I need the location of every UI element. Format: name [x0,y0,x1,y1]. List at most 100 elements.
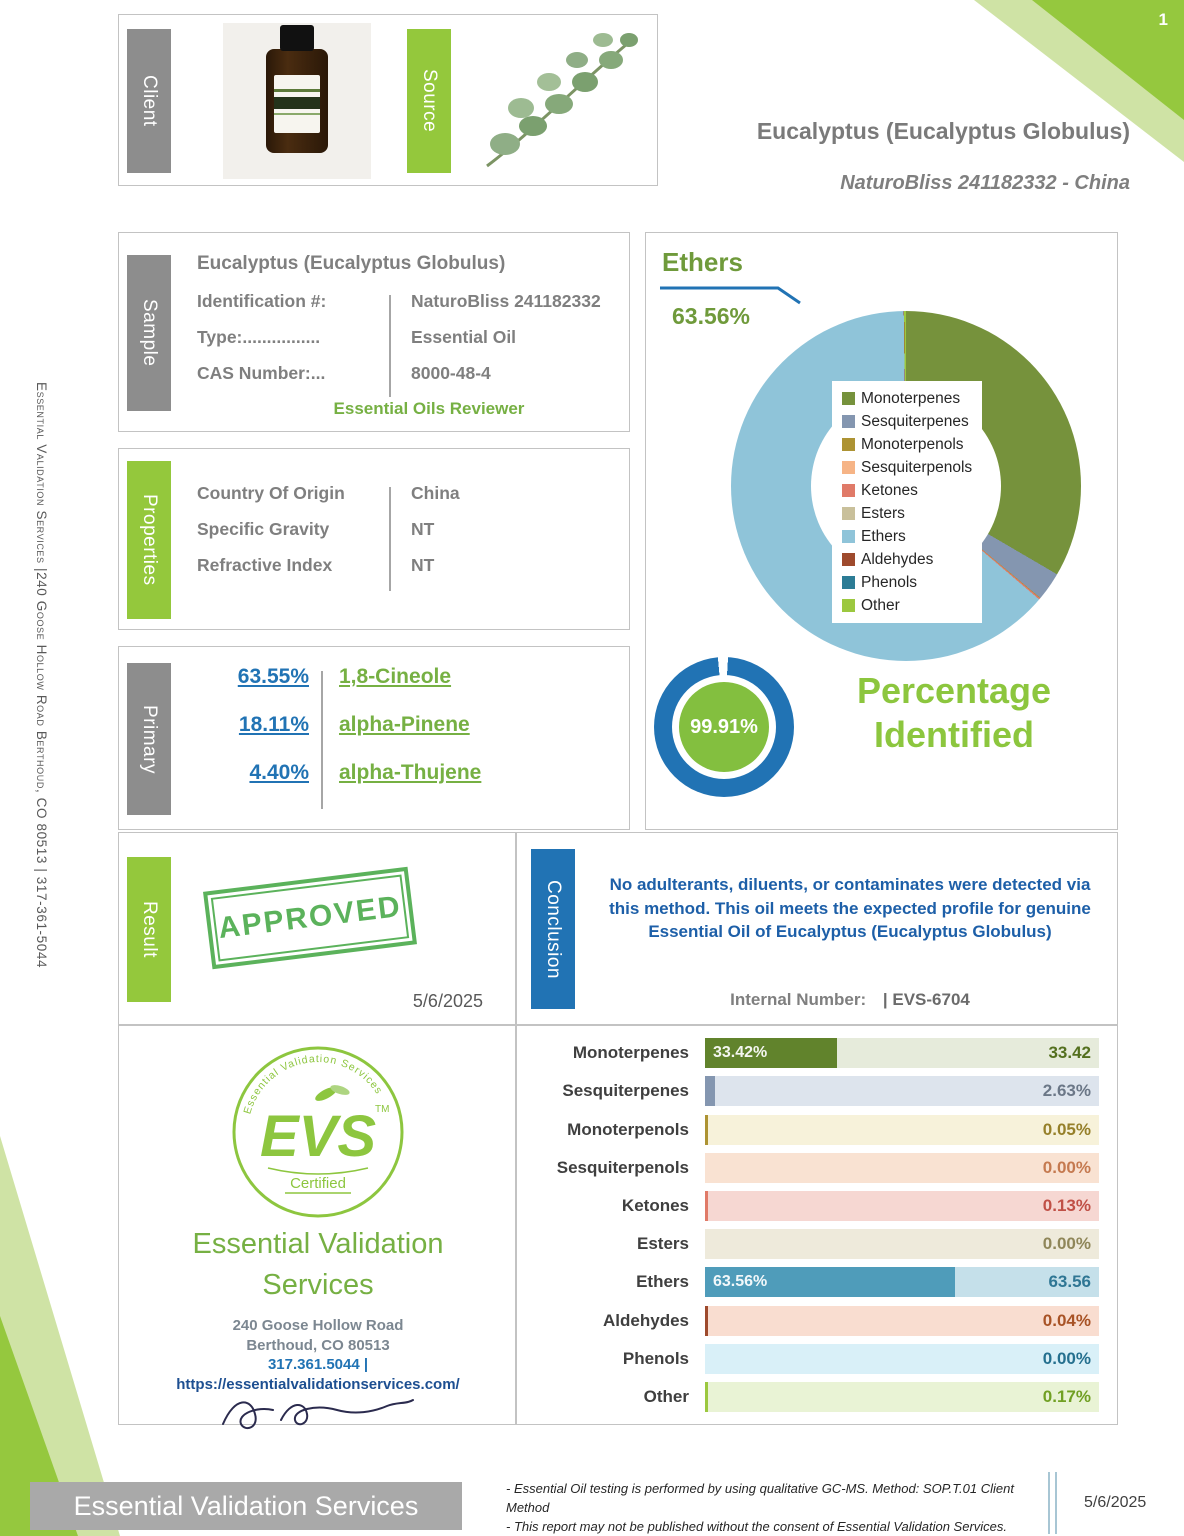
composition-bar-table: Monoterpenes 33.42% 33.42 Sesquiterpenes… [521,1034,1109,1416]
field-key: Specific Gravity [197,519,330,539]
bar-category: Monoterpenes [572,1043,689,1063]
constituent-percent: 18.11% [238,713,309,736]
bar-row: Monoterpenols 0.05% [521,1110,1109,1148]
bar-track: 0.05% [705,1114,1099,1145]
bar-track: 0.17% [705,1381,1099,1412]
internal-number-label: Internal Number: [730,990,867,1009]
constituent-name: alpha-Pinene [339,713,470,736]
sample-row: Type:................ Essential Oil [197,327,601,363]
primary-row: 63.55% 1,8-Cineole [179,665,481,713]
legend-label: Aldehydes [861,550,934,568]
bar-category: Ketones [621,1195,689,1215]
bar-track: 0.00% [705,1152,1099,1183]
bar-row: Phenols 0.00% [521,1340,1109,1378]
legend-swatch [842,507,855,520]
bar-row: Esters 0.00% [521,1225,1109,1263]
sample-name: Eucalyptus (Eucalyptus Globulus) [197,253,506,274]
bar-fill [705,1114,708,1145]
bar-category: Sesquiterpenols [556,1157,689,1177]
constituent-percent: 63.55% [237,665,309,688]
evs-certified-logo: Essential Validation Services EVS TM Cer… [232,1046,404,1218]
sample-box: Sample Eucalyptus (Eucalyptus Globulus) … [118,232,630,432]
bar-category: Ethers [636,1272,689,1292]
company-address-line1: 240 Goose Hollow Road [232,1317,404,1334]
result-date: 5/6/2025 [412,991,483,1011]
report-title: Eucalyptus (Eucalyptus Globulus) [756,118,1130,144]
bar-value: 0.17% [1042,1386,1091,1406]
divider [389,295,391,397]
legend-item: Other [842,594,972,617]
bar-value: 0.00% [1042,1157,1091,1177]
legend-item: Sesquiterpenes [842,410,972,433]
property-row: Specific Gravity NT [197,519,460,555]
legend-swatch [842,392,855,405]
legend-label: Sesquiterpenes [861,412,969,430]
chart-callout-value: 63.56% [672,303,751,329]
field-value: NT [411,519,435,539]
footer-note: - This report may not be published witho… [506,1519,1008,1534]
legend-item: Esters [842,502,972,525]
legend-swatch [842,438,855,451]
bar-track: 63.56% 63.56 [705,1267,1099,1298]
company-name: Essential Validation Services [192,1228,444,1301]
primary-list: 63.55% 1,8-Cineole 18.11% alpha-Pinene 4… [179,665,482,809]
identified-title: Percentage Identified [856,670,1052,755]
legend-label: Sesquiterpenols [861,458,973,476]
result-tab: Result [127,857,171,1002]
bar-category: Phenols [622,1348,689,1368]
legend-label: Other [861,596,900,614]
legend-swatch [842,484,855,497]
bar-fill [705,1190,708,1221]
company-website-link[interactable]: https://essentialvalidationservices.com/ [176,1376,460,1393]
primary-box: Primary 63.55% 1,8-Cineole 18.11% alpha-… [118,646,630,830]
property-row: Country Of Origin China [197,483,460,519]
legend-swatch [842,415,855,428]
approved-stamp: APPROVED [203,866,417,970]
footer-date: 5/6/2025 [1084,1494,1147,1511]
legend-swatch [842,599,855,612]
bar-fill [705,1076,716,1107]
company-address-line2: Berthoud, CO 80513 [246,1337,390,1354]
bar-track: 0.04% [705,1305,1099,1336]
callout-underline [660,286,801,305]
legend-label: Monoterpenols [861,435,964,453]
legend-item: Sesquiterpenols [842,456,972,479]
conclusion-box: Conclusion No adulterants, diluents, or … [516,832,1118,1025]
bar-category: Aldehydes [603,1310,689,1330]
legend-item: Monoterpenols [842,433,972,456]
legend-swatch [842,553,855,566]
bar-row: Aldehydes 0.04% [521,1301,1109,1339]
identified-disc: 99.91% [679,682,769,772]
composition-chart-box: Ethers 63.56% Monoterpenes Sesquiterpene… [645,232,1118,830]
field-value: NT [411,555,435,575]
logo-trademark: TM [375,1104,389,1115]
constituent-percent: 4.40% [249,761,309,784]
bar-track: 0.00% [705,1229,1099,1260]
bar-fill [705,1381,708,1412]
primary-tab: Primary [127,663,171,815]
legend-label: Ketones [861,481,918,499]
bar-value: 0.04% [1042,1310,1091,1330]
bar-track: 0.13% [705,1190,1099,1221]
source-plant-photo [463,21,651,181]
footer-note: - Essential Oil testing is performed by … [506,1481,1014,1515]
field-value: NaturoBliss 241182332 [411,291,601,311]
legend-label: Phenols [861,573,918,591]
legend-label: Monoterpenes [861,389,961,407]
source-tab: Source [407,29,451,173]
bar-value: 0.00% [1042,1348,1091,1368]
bar-fill [705,1305,708,1336]
client-tab: Client [127,29,171,173]
company-phone: 317.361.5044 | [267,1356,369,1373]
legend-label: Ethers [861,527,906,545]
legend-item: Phenols [842,571,972,594]
legend-swatch [842,461,855,474]
bar-value: 0.00% [1042,1234,1091,1254]
legend-item: Aldehydes [842,548,972,571]
sample-tab: Sample [127,255,171,411]
conclusion-text: No adulterants, diluents, or contaminate… [609,875,1091,941]
field-key: CAS Number:... [197,363,326,383]
sample-fields: Identification #: NaturoBliss 241182332 … [197,291,601,399]
field-key: Type:................ [197,327,321,347]
